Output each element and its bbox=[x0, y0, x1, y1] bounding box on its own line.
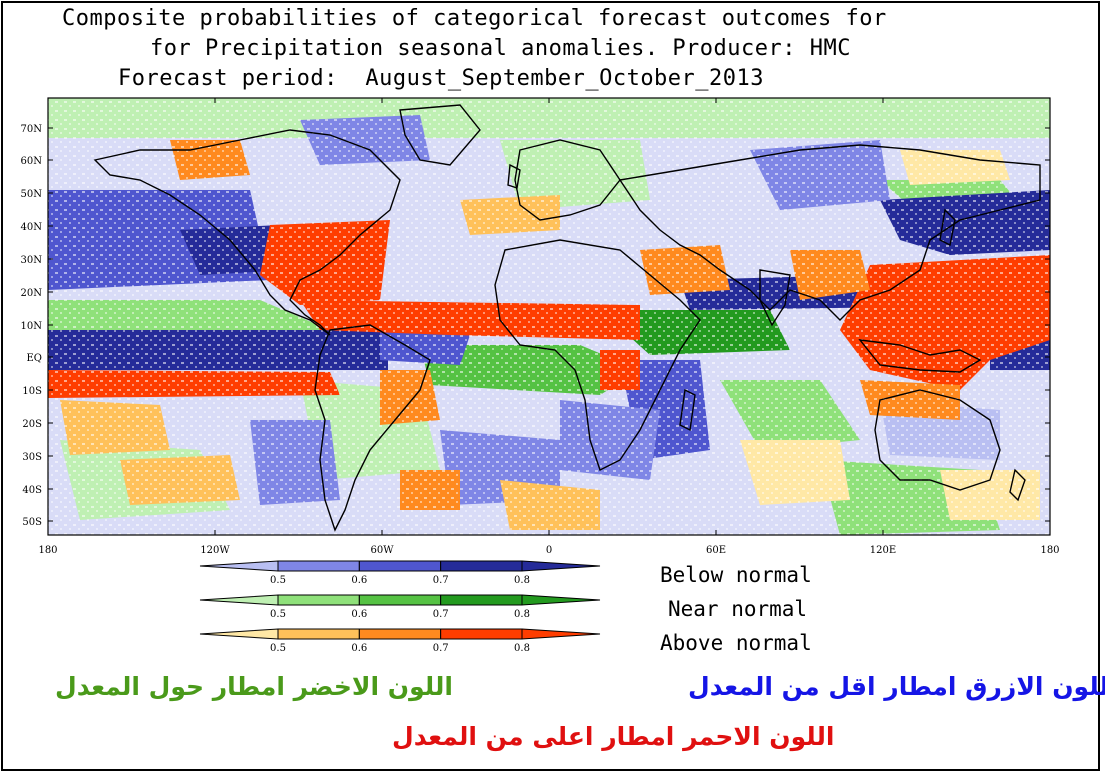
lat-label: 70N bbox=[21, 124, 43, 135]
lon-label: 180 bbox=[38, 545, 57, 556]
legend-swatch bbox=[521, 560, 601, 572]
legend-label-below: Below normal bbox=[660, 563, 812, 587]
lat-label: 10S bbox=[22, 386, 42, 397]
lat-label: EQ bbox=[27, 353, 43, 364]
legend-tick-label: 0.8 bbox=[514, 575, 530, 586]
legend-bar-near: 0.5 0.6 0.7 0.8 bbox=[199, 594, 601, 620]
longitude-labels: 180 120W 60W 0 60E 120E 180 bbox=[38, 545, 1059, 556]
legend-swatch bbox=[199, 628, 279, 640]
title-line-1: Composite probabilities of categorical f… bbox=[62, 6, 887, 31]
legend-tick-label: 0.8 bbox=[514, 643, 530, 654]
lat-label: 20S bbox=[22, 419, 42, 430]
legend-tick-label: 0.5 bbox=[270, 575, 286, 586]
lon-label: 180 bbox=[1040, 545, 1059, 556]
map-area bbox=[48, 98, 1050, 535]
legend-bar-above: 0.5 0.6 0.7 0.8 bbox=[199, 628, 601, 654]
legend-swatch bbox=[199, 560, 279, 572]
lon-label: 60W bbox=[370, 545, 394, 556]
lon-label: 120E bbox=[870, 545, 896, 556]
legend-swatch bbox=[358, 594, 442, 606]
legend-swatch bbox=[358, 560, 442, 572]
lat-label: 50S bbox=[22, 517, 42, 528]
legend-tick-label: 0.6 bbox=[351, 575, 367, 586]
color-legend: 0.5 0.6 0.7 0.8 0.5 0.6 0.7 0.8 0.5 0.6 0.7 0.8 bbox=[199, 560, 601, 654]
lat-label: 30N bbox=[21, 255, 43, 266]
note-blue-below-normal: اللون الازرق امطار اقل من المعدل bbox=[688, 672, 1105, 701]
lat-label: 20N bbox=[21, 288, 43, 299]
lon-label: 0 bbox=[546, 545, 552, 556]
lat-label: 10N bbox=[21, 321, 43, 332]
lat-label: 30S bbox=[22, 452, 42, 463]
lon-label: 60E bbox=[706, 545, 726, 556]
legend-tick-label: 0.8 bbox=[514, 609, 530, 620]
legend-label-near: Near normal bbox=[668, 597, 808, 621]
lat-label: 40N bbox=[21, 222, 43, 233]
coastlines bbox=[93, 104, 1041, 532]
note-red-above-normal: اللون الاحمر امطار اعلى من المعدل bbox=[392, 722, 835, 751]
lat-label: 60N bbox=[21, 156, 43, 167]
map-ticks bbox=[47, 98, 1051, 535]
legend-swatch bbox=[358, 628, 442, 640]
legend-swatch bbox=[277, 628, 360, 640]
legend-tick-label: 0.7 bbox=[433, 609, 449, 620]
legend-swatch bbox=[199, 594, 279, 606]
legend-tick-label: 0.5 bbox=[270, 643, 286, 654]
legend-bar-below: 0.5 0.6 0.7 0.8 bbox=[199, 560, 601, 586]
legend-tick-label: 0.6 bbox=[351, 609, 367, 620]
legend-tick-label: 0.6 bbox=[351, 643, 367, 654]
legend-swatch bbox=[277, 594, 360, 606]
legend-swatch bbox=[277, 560, 360, 572]
title-line-3: Forecast period: August_September_Octobe… bbox=[118, 66, 765, 91]
legend-swatch bbox=[521, 628, 601, 640]
legend-swatch bbox=[521, 594, 601, 606]
legend-tick-label: 0.5 bbox=[270, 609, 286, 620]
legend-tick-label: 0.7 bbox=[433, 643, 449, 654]
legend-tick-label: 0.7 bbox=[433, 575, 449, 586]
title-line-2: for Precipitation seasonal anomalies. Pr… bbox=[150, 36, 852, 61]
legend-swatch bbox=[440, 628, 523, 640]
latitude-labels: 70N 60N 50N 40N 30N 20N 10N EQ 10S 20S 30S 40S 50S bbox=[21, 124, 43, 528]
legend-label-above: Above normal bbox=[660, 631, 812, 655]
legend-swatch bbox=[440, 594, 523, 606]
lon-label: 120W bbox=[200, 545, 230, 556]
map-noise-texture bbox=[48, 98, 1050, 535]
note-green-near-normal: اللون الاخضر امطار حول المعدل bbox=[55, 672, 453, 701]
lat-label: 40S bbox=[22, 485, 42, 496]
lat-label: 50N bbox=[21, 189, 43, 200]
legend-swatch bbox=[440, 560, 523, 572]
